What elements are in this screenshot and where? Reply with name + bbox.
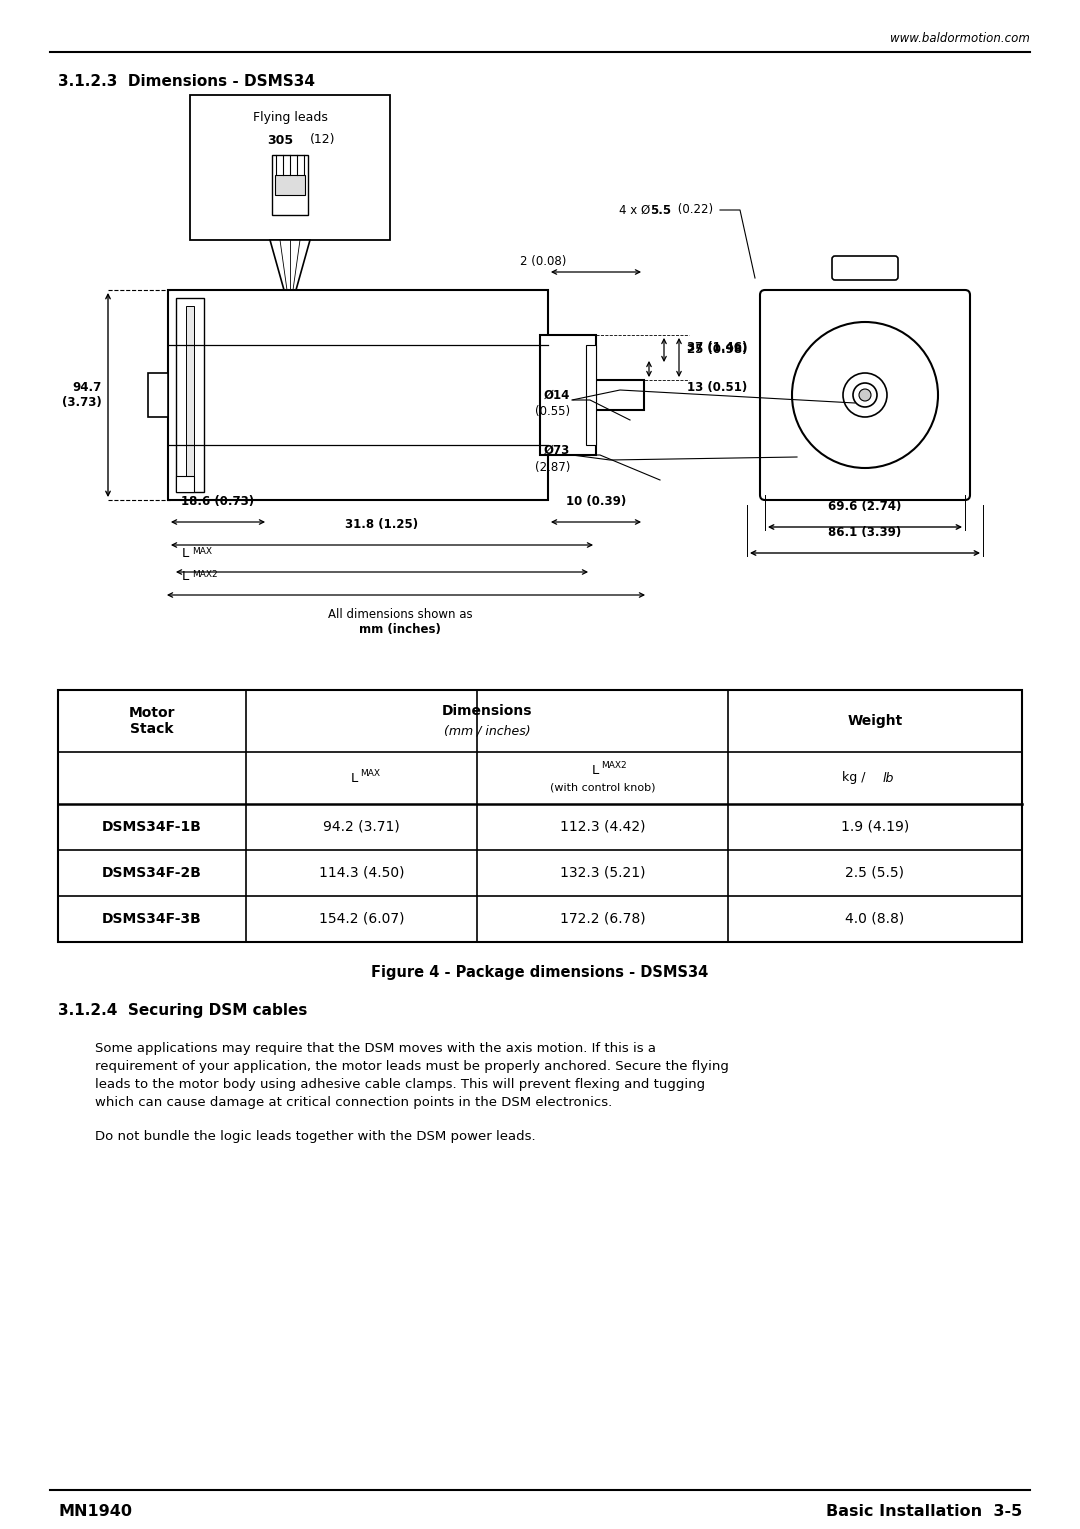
Bar bbox=[272, 154, 308, 216]
Text: 86.1 (3.39): 86.1 (3.39) bbox=[828, 526, 902, 540]
Text: 112.3 (4.42): 112.3 (4.42) bbox=[559, 820, 646, 833]
Text: 4 x Ø: 4 x Ø bbox=[619, 203, 650, 217]
FancyBboxPatch shape bbox=[832, 255, 897, 280]
Text: Flying leads: Flying leads bbox=[253, 112, 327, 124]
Circle shape bbox=[893, 353, 907, 367]
Text: 172.2 (6.78): 172.2 (6.78) bbox=[559, 911, 646, 927]
Text: 2.5 (5.5): 2.5 (5.5) bbox=[846, 865, 904, 881]
Circle shape bbox=[827, 356, 833, 362]
Text: (2.87): (2.87) bbox=[535, 460, 570, 474]
Bar bbox=[186, 306, 194, 485]
Circle shape bbox=[897, 427, 903, 433]
Text: www.baldormotion.com: www.baldormotion.com bbox=[890, 32, 1030, 44]
Text: 94.7
(3.73): 94.7 (3.73) bbox=[63, 381, 102, 408]
Circle shape bbox=[792, 323, 939, 468]
Text: Weight: Weight bbox=[848, 714, 903, 728]
Circle shape bbox=[843, 373, 887, 417]
Bar bbox=[586, 346, 596, 445]
Text: L: L bbox=[592, 763, 598, 777]
Text: Do not bundle the logic leads together with the DSM power leads.: Do not bundle the logic leads together w… bbox=[95, 1130, 536, 1144]
Text: Ø73: Ø73 bbox=[543, 443, 570, 457]
Text: (mm / inches): (mm / inches) bbox=[444, 725, 530, 737]
Text: lb: lb bbox=[883, 772, 894, 784]
Text: 31.8 (1.25): 31.8 (1.25) bbox=[346, 518, 419, 531]
Bar bbox=[596, 381, 644, 410]
Text: mm (inches): mm (inches) bbox=[359, 624, 441, 636]
Circle shape bbox=[823, 424, 837, 437]
Text: MAX: MAX bbox=[360, 769, 380, 778]
Bar bbox=[275, 174, 305, 196]
Text: 3.1.2.3  Dimensions - DSMS34: 3.1.2.3 Dimensions - DSMS34 bbox=[58, 75, 315, 90]
Text: Stack: Stack bbox=[131, 722, 174, 735]
Text: Motor: Motor bbox=[129, 706, 175, 720]
Text: 13 (0.51): 13 (0.51) bbox=[687, 382, 747, 394]
Text: 154.2 (6.07): 154.2 (6.07) bbox=[319, 911, 404, 927]
Text: 305: 305 bbox=[267, 133, 293, 147]
Text: 5.5: 5.5 bbox=[650, 203, 671, 217]
Text: L: L bbox=[183, 570, 189, 583]
Text: L: L bbox=[350, 772, 357, 784]
Circle shape bbox=[859, 388, 870, 401]
Text: DSMS34F-2B: DSMS34F-2B bbox=[102, 865, 202, 881]
Text: 37 (1.46): 37 (1.46) bbox=[687, 341, 747, 355]
Text: 94.2 (3.71): 94.2 (3.71) bbox=[323, 820, 400, 833]
Text: (12): (12) bbox=[310, 133, 336, 147]
Circle shape bbox=[827, 427, 833, 433]
Text: 2 (0.08): 2 (0.08) bbox=[519, 255, 566, 268]
Text: L: L bbox=[183, 547, 189, 560]
Text: (0.55): (0.55) bbox=[535, 405, 570, 419]
Text: MN1940: MN1940 bbox=[58, 1505, 132, 1520]
Bar bbox=[540, 335, 596, 456]
Text: DSMS34F-1B: DSMS34F-1B bbox=[102, 820, 202, 833]
Circle shape bbox=[897, 356, 903, 362]
Text: 3.1.2.4  Securing DSM cables: 3.1.2.4 Securing DSM cables bbox=[58, 1003, 308, 1017]
Text: Dimensions: Dimensions bbox=[442, 703, 532, 719]
Circle shape bbox=[853, 382, 877, 407]
Bar bbox=[168, 291, 548, 500]
Bar bbox=[190, 95, 390, 240]
Text: MAX2: MAX2 bbox=[192, 570, 218, 579]
Text: DSMS34F-3B: DSMS34F-3B bbox=[103, 911, 202, 927]
Bar bbox=[148, 373, 168, 417]
Text: 4.0 (8.8): 4.0 (8.8) bbox=[846, 911, 905, 927]
Text: Figure 4 - Package dimensions - DSMS34: Figure 4 - Package dimensions - DSMS34 bbox=[372, 965, 708, 980]
Text: 69.6 (2.74): 69.6 (2.74) bbox=[828, 500, 902, 514]
Text: 10 (0.39): 10 (0.39) bbox=[566, 495, 626, 508]
Bar bbox=[176, 298, 204, 492]
Circle shape bbox=[893, 424, 907, 437]
Circle shape bbox=[823, 353, 837, 367]
Text: MAX: MAX bbox=[192, 547, 212, 557]
Text: MAX2: MAX2 bbox=[600, 761, 626, 771]
Text: Some applications may require that the DSM moves with the axis motion. If this i: Some applications may require that the D… bbox=[95, 1041, 729, 1109]
Text: 18.6 (0.73): 18.6 (0.73) bbox=[181, 495, 255, 508]
Text: Ø14: Ø14 bbox=[543, 388, 570, 402]
Text: kg /: kg / bbox=[842, 772, 870, 784]
Text: (0.22): (0.22) bbox=[674, 203, 713, 217]
Text: 1.9 (4.19): 1.9 (4.19) bbox=[841, 820, 909, 833]
Text: All dimensions shown as: All dimensions shown as bbox=[327, 609, 472, 621]
Text: Basic Installation  3-5: Basic Installation 3-5 bbox=[826, 1505, 1022, 1520]
Bar bbox=[176, 476, 194, 492]
Bar bbox=[58, 690, 1022, 942]
FancyBboxPatch shape bbox=[760, 291, 970, 500]
Text: 132.3 (5.21): 132.3 (5.21) bbox=[559, 865, 646, 881]
Polygon shape bbox=[270, 240, 310, 291]
Text: 114.3 (4.50): 114.3 (4.50) bbox=[319, 865, 404, 881]
Text: 25 (0.98): 25 (0.98) bbox=[687, 344, 747, 356]
Text: (with control knob): (with control knob) bbox=[550, 781, 656, 792]
